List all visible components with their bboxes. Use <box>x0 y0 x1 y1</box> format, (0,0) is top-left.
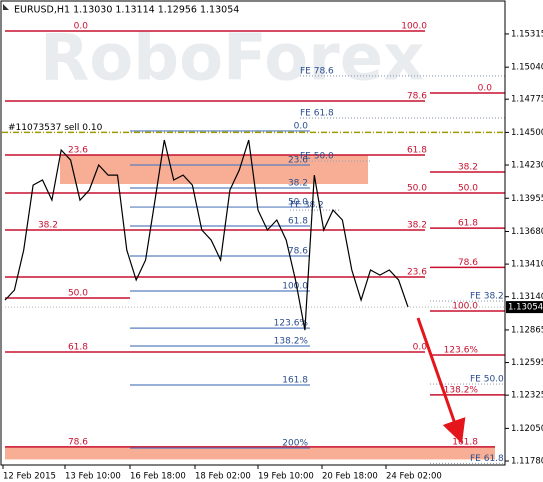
y-tick-label: 1.12865 <box>511 325 543 335</box>
level-label: 0.0 <box>74 22 89 32</box>
level-label: FE 61.8 <box>470 454 504 464</box>
level-label: 38.2 <box>407 221 427 231</box>
y-tick-label: 1.13410 <box>511 260 543 270</box>
level-label: 50.0 <box>68 289 88 299</box>
level-label: FE 38.2 <box>290 201 324 211</box>
level-label: 161.8 <box>282 376 308 386</box>
level-label: 38.2 <box>38 221 58 231</box>
level-label: 0.0 <box>413 343 428 353</box>
y-tick-label: 1.14230 <box>511 161 543 171</box>
plot-layer: 0.0 100.0 0.0 78.6 23.6 61.8 38.2 50.0 50.0 38.2 3… <box>2 22 505 465</box>
y-tick-label: 1.13140 <box>511 292 543 302</box>
level-label: 38.2 <box>288 178 308 188</box>
x-tick-label: 12 Feb 2015 <box>3 472 56 482</box>
zone <box>60 155 368 184</box>
order-label: #11073537 sell 0.10 <box>8 123 103 133</box>
level-label: 78.6 <box>68 437 88 447</box>
level-label: FE 50.0 <box>300 152 334 162</box>
level-label: 61.8 <box>407 146 427 156</box>
last-price-label: 1.13054 <box>508 303 543 313</box>
level-label: 23.6 <box>407 268 427 278</box>
y-tick-label: 1.14500 <box>511 128 543 138</box>
level-label: 100.0 <box>401 22 427 32</box>
level-label: 61.8 <box>288 217 308 227</box>
zone <box>5 446 495 460</box>
chart-title: EURUSD,H1 1.13030 1.13114 1.12956 1.1305… <box>14 5 239 16</box>
level-label: 100.0 <box>282 282 308 292</box>
level-label: 50.0 <box>458 184 478 194</box>
level-label: 123.6% <box>274 319 309 329</box>
level-label: 161.8 <box>452 437 478 447</box>
watermark: RoboForex <box>40 22 424 96</box>
level-label: FE 50.0 <box>470 375 504 385</box>
y-tick-label: 1.15315 <box>511 29 543 39</box>
level-label: FE 78.6 <box>300 66 334 76</box>
level-label: 123.6% <box>444 346 479 356</box>
forecast-arrow <box>416 317 466 444</box>
level-label: FE 61.8 <box>300 109 334 119</box>
level-label: 61.8 <box>68 343 88 353</box>
y-tick-label: 1.12050 <box>511 424 543 434</box>
level-label: 100.0 <box>452 301 478 311</box>
title-icon <box>3 4 9 10</box>
y-tick-label: 1.12325 <box>511 391 543 401</box>
level-label: 78.6 <box>458 258 478 268</box>
level-label: 50.0 <box>407 184 427 194</box>
x-tick-label: 20 Feb 18:00 <box>322 472 378 482</box>
level-label: 61.8 <box>458 219 478 229</box>
x-tick-label: 24 Feb 02:00 <box>386 472 442 482</box>
level-label: 0.0 <box>294 121 309 131</box>
y-tick-label: 1.13955 <box>511 194 543 204</box>
level-label: 23.6 <box>288 156 308 166</box>
level-label: 50.0 <box>288 198 308 208</box>
y-tick-label: 1.15040 <box>511 63 543 73</box>
last-price-box <box>506 301 543 314</box>
y-tick-label: 1.11780 <box>511 457 543 467</box>
level-label: FE 38.2 <box>470 292 504 302</box>
x-tick-label: 18 Feb 02:00 <box>195 472 251 482</box>
level-label: 23.6 <box>68 146 88 156</box>
level-label: 0.0 <box>478 84 493 94</box>
x-tick-label: 13 Feb 10:00 <box>65 472 121 482</box>
y-tick-label: 1.12595 <box>511 358 543 368</box>
level-label: 38.2 <box>458 163 478 173</box>
x-tick-label: 16 Feb 18:00 <box>130 472 186 482</box>
y-tick-label: 1.14775 <box>511 95 543 105</box>
price-line <box>4 139 409 331</box>
level-label: 78.6 <box>407 91 427 101</box>
level-label: 138.2% <box>274 337 309 347</box>
level-label: 138.2% <box>444 385 479 395</box>
x-tick-label: 19 Feb 10:00 <box>258 472 314 482</box>
y-tick-label: 1.13680 <box>511 227 543 237</box>
level-label: 200% <box>282 439 308 449</box>
plot-frame <box>0 0 506 466</box>
level-label: 78.6 <box>288 246 308 256</box>
